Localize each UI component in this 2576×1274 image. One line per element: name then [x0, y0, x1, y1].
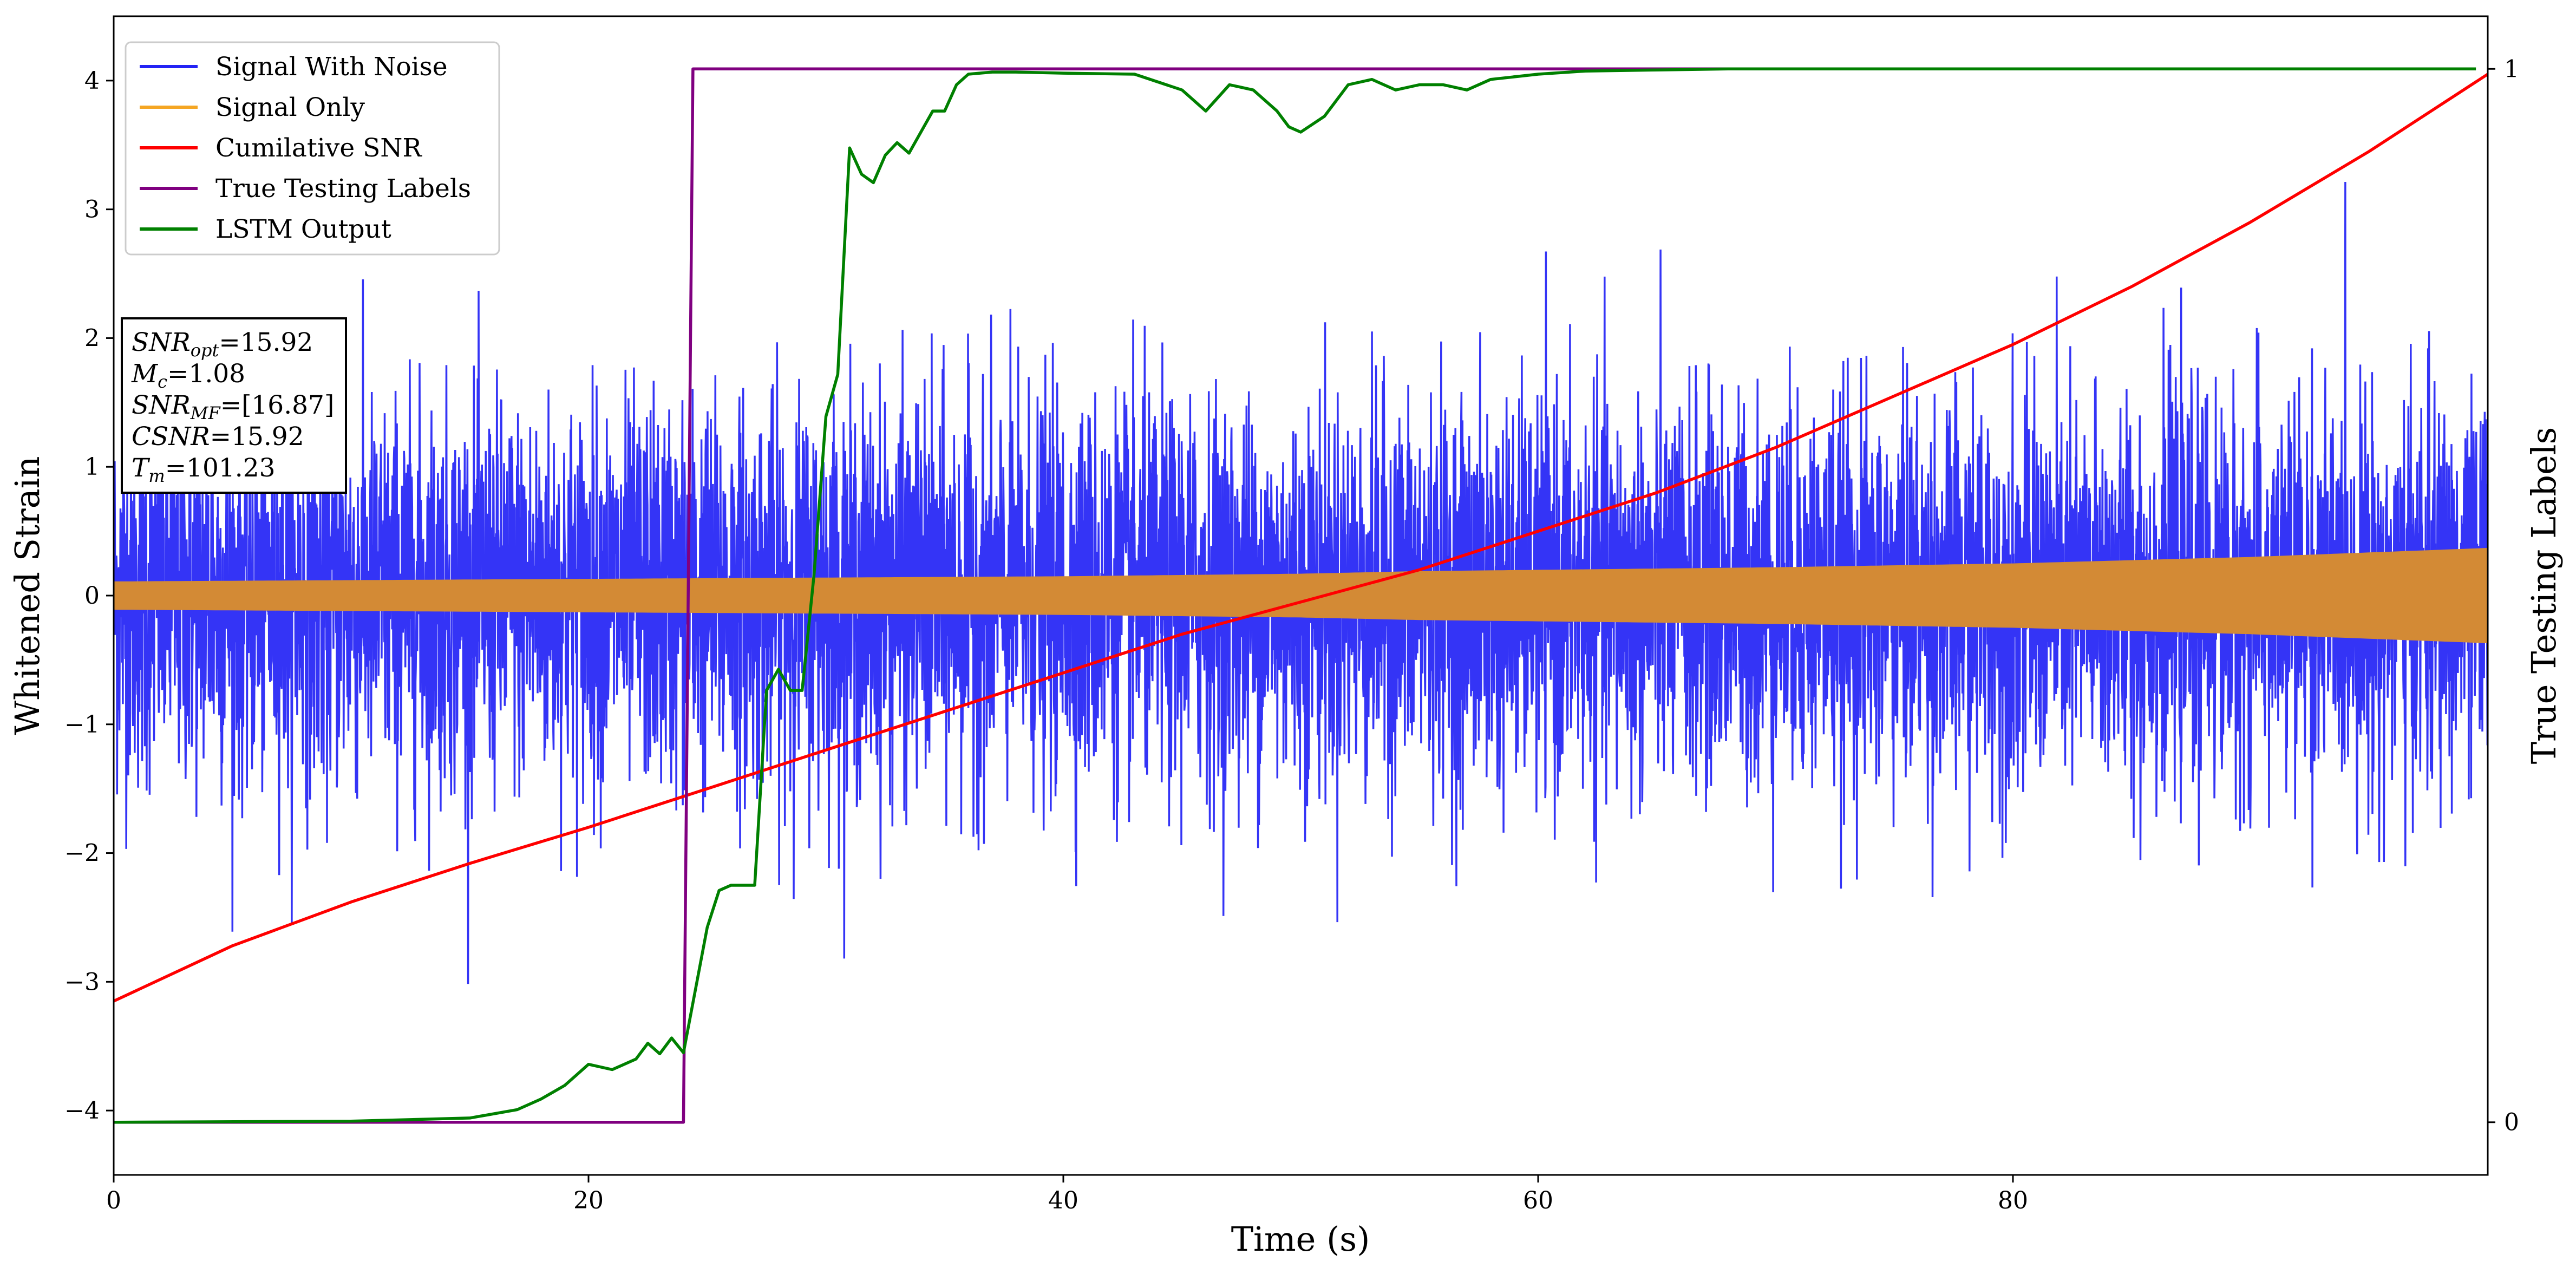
x-tick-label: 60	[1523, 1187, 1553, 1214]
y-tick-label: −4	[64, 1097, 100, 1125]
info-line: SNRopt=15.92	[132, 328, 313, 361]
y-tick-label: −1	[64, 711, 100, 739]
y2-axis-title: True Testing Labels	[2524, 427, 2564, 765]
y2-tick-label: 0	[2504, 1109, 2519, 1136]
info-box-frame	[121, 317, 347, 494]
y-tick-label: 2	[84, 324, 100, 352]
legend-label: True Testing Labels	[215, 174, 471, 204]
legend: Signal With Noise Signal Only Cumilative S…	[125, 41, 500, 256]
x-tick-label: 40	[1048, 1187, 1078, 1214]
series-lstm-output	[114, 67, 2476, 1124]
y-tick-label: −2	[64, 840, 100, 867]
info-line: Mc=1.08	[131, 359, 245, 392]
y-tick-label: 3	[84, 196, 100, 224]
info-line: SNRMF=[16.87]	[132, 390, 334, 423]
y-tick-label: 0	[84, 582, 100, 610]
y-tick-label: −3	[64, 968, 100, 996]
legend-label: Signal With Noise	[215, 52, 448, 82]
plot-area	[114, 67, 2488, 1124]
y-tick-label: 1	[84, 453, 100, 481]
x-axis-title: Time (s)	[1231, 1219, 1370, 1259]
y-axis-title: Whitened Strain	[8, 456, 47, 735]
info-line: CSNR=15.92	[132, 422, 304, 452]
legend-label: Signal Only	[215, 93, 365, 122]
legend-box	[125, 41, 500, 256]
x-tick-label: 80	[1998, 1187, 2028, 1214]
series-cumilative-snr	[114, 73, 2488, 1003]
info-line: Tm=101.23	[132, 453, 276, 486]
x-tick-label: 20	[573, 1187, 604, 1214]
series-true-testing-labels	[114, 67, 2476, 1124]
series-signal-only	[114, 548, 2488, 643]
info-box: SNRopt=15.92Mc=1.08SNRMF=[16.87]CSNR=15.…	[121, 317, 347, 494]
y2-tick-label: 1	[2504, 55, 2519, 83]
y-tick-label: 4	[84, 67, 100, 95]
legend-label: Cumilative SNR	[215, 133, 422, 163]
x-tick-label: 0	[106, 1187, 121, 1214]
legend-label: LSTM Output	[215, 214, 391, 244]
